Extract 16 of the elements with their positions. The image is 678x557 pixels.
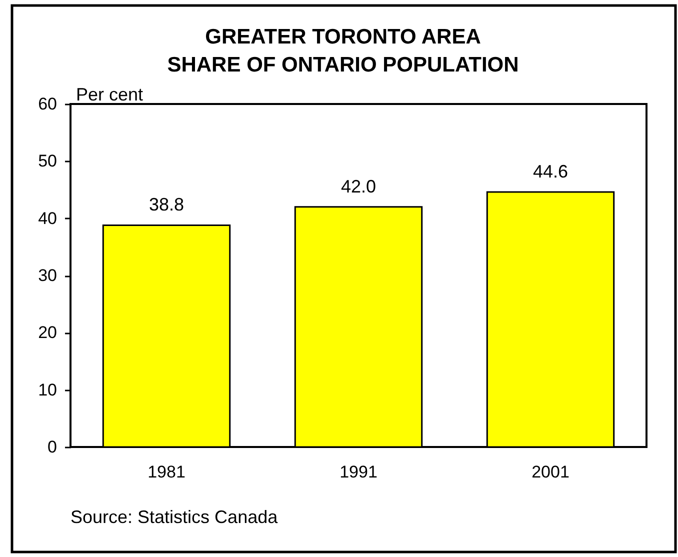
x-tick-label: 1981: [148, 462, 186, 482]
y-tick-label: 60: [38, 94, 57, 114]
y-tick-label: 10: [38, 380, 57, 400]
chart-title: GREATER TORONTO AREA SHARE OF ONTARIO POPULATION: [167, 25, 519, 76]
x-tick-label: 2001: [532, 462, 570, 482]
y-axis-title: Per cent: [76, 84, 144, 104]
y-tick-label: 0: [48, 438, 57, 456]
data-label: 38.8: [148, 194, 184, 215]
data-label: 44.6: [532, 162, 568, 182]
data-label: 42.0: [340, 176, 376, 196]
y-tick-label: 40: [38, 208, 57, 228]
y-tick-label: 50: [38, 152, 57, 171]
y-tick-label: 20: [38, 323, 57, 342]
y-tick-label: 30: [38, 266, 57, 285]
x-tick-label: 1991: [340, 462, 378, 482]
source-note: Source: Statistics Canada: [70, 507, 279, 527]
